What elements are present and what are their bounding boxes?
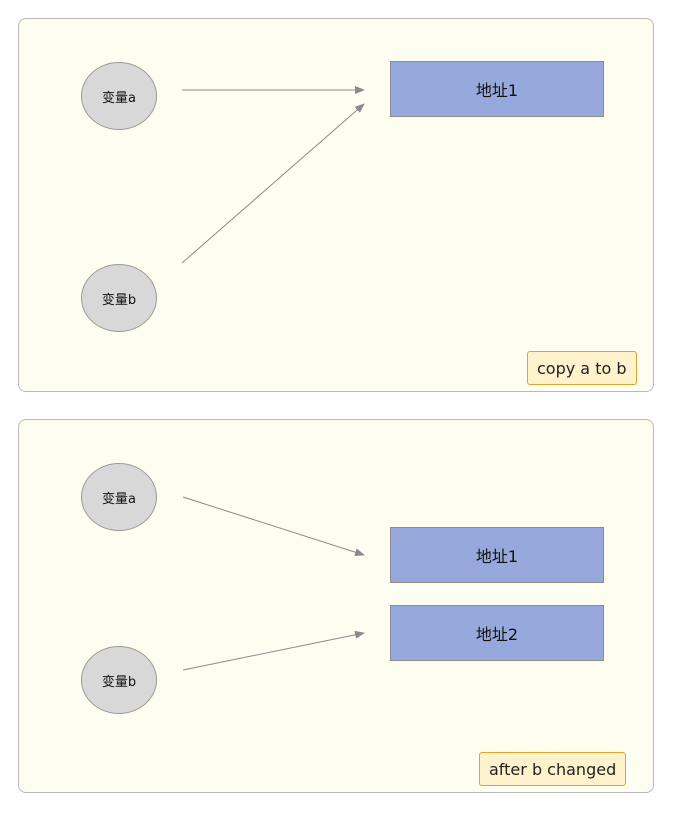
arrows-layer [181,86,365,264]
diagram-panel-changed: 变量a 变量b 地址1 地址2 after b changed [18,419,654,793]
caption-label: copy a to b [527,351,637,385]
variable-a-node: 变量a [81,463,157,531]
address-2-box: 地址2 [390,605,604,661]
arrow-b-to-address-2 [182,630,365,671]
arrows-layer [182,496,365,671]
variable-b-node: 变量b [81,646,157,714]
caption-label: after b changed [479,752,627,786]
address-1-box: 地址1 [390,61,604,117]
variable-b-node: 变量b [81,264,157,332]
arrow-b-to-address-1 [181,103,365,264]
address-1-box: 地址1 [390,527,604,583]
arrow-a-to-address-1 [182,496,365,557]
diagram-panel-copy: 变量a 变量b 地址1 copy a to b [18,18,654,392]
variable-a-node: 变量a [81,62,157,130]
